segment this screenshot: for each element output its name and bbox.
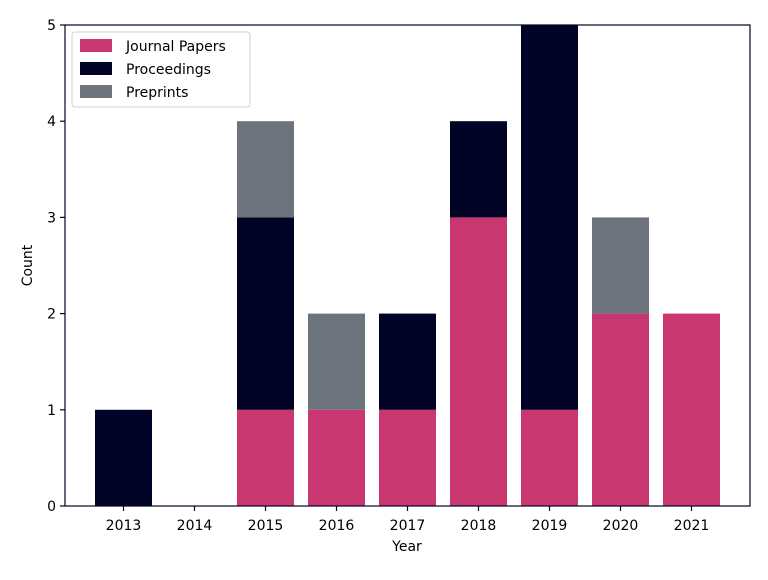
bar-2020-preprints: [592, 217, 649, 314]
legend-swatch: [80, 85, 112, 98]
bar-2017-proceedings: [379, 313, 436, 410]
legend-swatch: [80, 62, 112, 75]
x-tick-label: 2018: [461, 518, 497, 534]
y-tick-label: 5: [47, 18, 56, 34]
legend-label: Journal Papers: [125, 39, 226, 55]
legend-label: Preprints: [126, 85, 188, 101]
bar-2019-proceedings: [521, 25, 578, 410]
x-tick-label: 2017: [390, 518, 426, 534]
y-tick-label: 3: [47, 210, 56, 226]
legend-box: [71, 31, 251, 108]
x-tick-label: 2014: [177, 518, 213, 534]
bar-2016-preprints: [308, 313, 365, 410]
bar-2016-journal-papers: [308, 409, 365, 506]
bar-2015-journal-papers: [237, 409, 294, 506]
bar-2018-journal-papers: [450, 217, 507, 506]
x-axis: 2013 2014 2015 2016 2017 2018 2019 2020 2021: [106, 506, 710, 534]
x-axis-title: Year: [391, 539, 422, 555]
bar-2017-journal-papers: [379, 409, 436, 506]
y-tick-label: 4: [47, 114, 56, 130]
legend: Journal Papers Proceedings Preprints: [71, 31, 251, 108]
y-tick-label: 2: [47, 307, 56, 323]
x-tick-label: 2020: [603, 518, 639, 534]
x-tick-label: 2013: [106, 518, 142, 534]
x-tick-label: 2016: [319, 518, 355, 534]
x-tick-label: 2019: [532, 518, 568, 534]
y-tick-label: 0: [47, 499, 56, 515]
y-tick-label: 1: [47, 403, 56, 419]
y-axis: 0 1 2 3 4 5: [47, 18, 65, 515]
x-tick-label: 2021: [674, 518, 710, 534]
bar-2021-journal-papers: [663, 313, 720, 506]
legend-label: Proceedings: [126, 62, 211, 78]
bar-2015-preprints: [237, 121, 294, 218]
y-axis-title: Count: [20, 244, 36, 286]
x-tick-label: 2015: [248, 518, 284, 534]
bar-2018-proceedings: [450, 121, 507, 218]
bar-2013-proceedings: [95, 409, 152, 506]
bar-2020-journal-papers: [592, 313, 649, 506]
legend-swatch: [80, 39, 112, 52]
bar-2015-proceedings: [237, 217, 294, 410]
bars-layer: [95, 25, 720, 506]
bar-2019-journal-papers: [521, 409, 578, 506]
